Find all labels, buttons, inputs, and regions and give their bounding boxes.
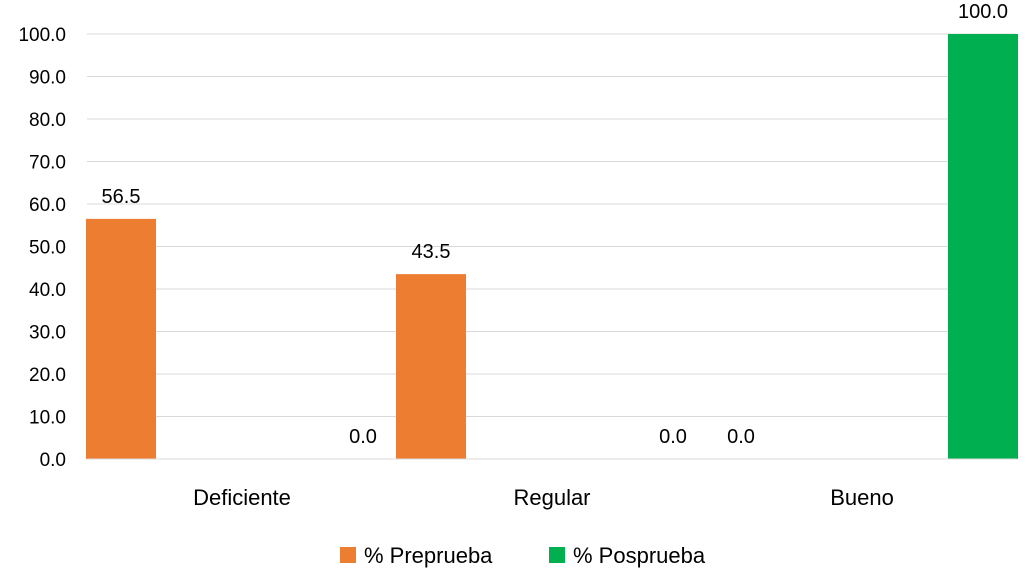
- legend-label: % Preprueba: [364, 543, 493, 568]
- y-tick-label: 40.0: [29, 280, 66, 301]
- bar-preprueba: [396, 274, 466, 459]
- x-axis-categories: Deficiente Regular Bueno: [193, 485, 894, 510]
- y-tick-label: 70.0: [29, 153, 66, 174]
- data-labels: 56.5 0.0 43.5 0.0 0.0 100.0: [102, 1, 1009, 448]
- x-category-label: Deficiente: [193, 485, 291, 510]
- x-category-label: Regular: [513, 485, 590, 510]
- data-label: 100.0: [958, 1, 1008, 23]
- y-tick-label: 100.0: [18, 25, 66, 46]
- legend-swatch-posprueba: [549, 547, 565, 563]
- y-axis-ticks: 0.0 10.0 20.0 30.0 40.0 50.0 60.0 70.0 80.0 90.0 1…: [18, 25, 66, 471]
- bars: [86, 34, 1018, 459]
- y-tick-label: 90.0: [29, 68, 66, 89]
- x-category-label: Bueno: [830, 485, 894, 510]
- y-tick-label: 0.0: [40, 450, 66, 471]
- y-tick-label: 30.0: [29, 323, 66, 344]
- y-tick-label: 10.0: [29, 408, 66, 429]
- legend-swatch-preprueba: [340, 547, 356, 563]
- y-tick-label: 80.0: [29, 110, 66, 131]
- y-tick-label: 20.0: [29, 365, 66, 386]
- y-tick-label: 60.0: [29, 195, 66, 216]
- y-tick-label: 50.0: [29, 238, 66, 259]
- data-label: 0.0: [349, 426, 377, 448]
- legend: % Preprueba % Posprueba: [340, 543, 706, 568]
- bar-posprueba: [948, 34, 1018, 459]
- gridlines: [87, 33, 1017, 417]
- data-label: 0.0: [659, 426, 687, 448]
- data-label: 56.5: [102, 186, 141, 208]
- data-label: 0.0: [727, 426, 755, 448]
- legend-label: % Posprueba: [573, 543, 706, 568]
- bar-preprueba: [86, 218, 156, 459]
- data-label: 43.5: [412, 241, 451, 263]
